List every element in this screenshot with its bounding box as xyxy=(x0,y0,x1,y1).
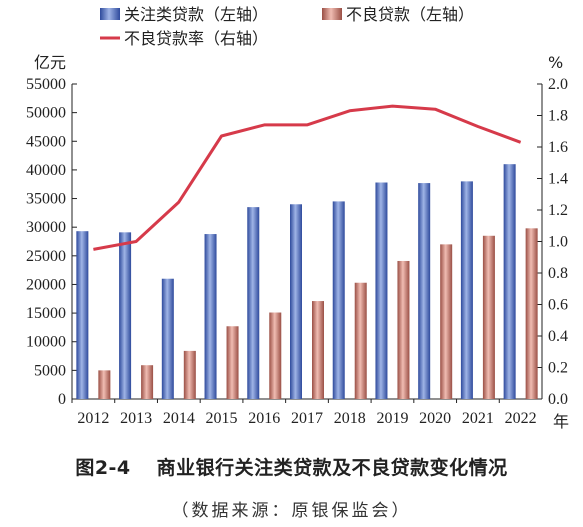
bar-npl-2019 xyxy=(397,260,410,399)
left-tick-label: 35000 xyxy=(26,191,66,208)
left-tick-label: 10000 xyxy=(26,334,66,351)
bar-npl-2022 xyxy=(525,228,538,399)
figure-title: 商业银行关注类贷款及不良贷款变化情况 xyxy=(156,457,508,479)
x-tick-label: 2019 xyxy=(376,410,408,427)
right-axis-ticks: 0.0 0.2 0.4 0.6 0.8 1.0 1.2 1.4 1.6 1.8 2.0 xyxy=(537,76,568,408)
left-tick-label: 5000 xyxy=(34,362,66,379)
legend: 关注类贷款（左轴） 不良贷款（左轴） 不良贷款率（右轴） xyxy=(100,5,474,48)
left-axis-unit: 亿元 xyxy=(34,53,66,72)
bars xyxy=(76,164,538,399)
bar-watch-loans-2019 xyxy=(375,182,388,399)
x-axis-ticks: 2012 2013 2014 2015 2016 2017 2018 2019 2020 2021… xyxy=(71,399,537,427)
left-tick-label: 40000 xyxy=(26,162,66,179)
x-tick-label: 2021 xyxy=(462,410,494,427)
bar-npl-2020 xyxy=(440,244,453,399)
npl-ratio-line xyxy=(93,104,522,251)
legend-swatch-series-1 xyxy=(322,8,342,20)
line-series xyxy=(93,104,522,251)
bar-watch-loans-2021 xyxy=(460,181,473,399)
bar-watch-loans-2017 xyxy=(290,204,302,399)
bar-npl-2012 xyxy=(98,370,111,399)
right-tick-label: 2.0 xyxy=(548,76,568,93)
data-source: （数据来源：原银保监会） xyxy=(171,501,412,521)
right-tick-label: 1.6 xyxy=(548,139,568,156)
bar-watch-loans-2018 xyxy=(332,201,345,399)
x-tick-label: 2018 xyxy=(334,410,366,427)
x-tick-label: 2017 xyxy=(291,410,323,427)
bar-watch-loans-2016 xyxy=(247,207,260,399)
bar-watch-loans-2020 xyxy=(418,183,431,399)
bar-watch-loans-2022 xyxy=(503,164,516,399)
legend-label-series-0: 关注类贷款（左轴） xyxy=(124,5,268,24)
bar-npl-2013 xyxy=(141,365,154,399)
right-tick-label: 1.8 xyxy=(548,108,568,125)
x-axis-unit: 年 xyxy=(553,412,569,431)
x-tick-label: 2012 xyxy=(77,410,109,427)
bar-npl-2018 xyxy=(354,282,367,399)
bar-npl-2015 xyxy=(226,326,239,399)
left-tick-label: 50000 xyxy=(26,105,66,122)
x-tick-label: 2022 xyxy=(505,410,537,427)
bar-watch-loans-2012 xyxy=(76,231,89,399)
right-tick-label: 0.4 xyxy=(548,328,568,345)
left-tick-label: 20000 xyxy=(26,276,66,293)
right-tick-label: 1.4 xyxy=(548,171,568,188)
left-tick-label: 45000 xyxy=(26,133,66,150)
legend-label-series-1: 不良贷款（左轴） xyxy=(346,5,474,24)
bar-watch-loans-2014 xyxy=(161,278,174,399)
figure-number: 图2-4 xyxy=(75,457,131,479)
x-tick-label: 2016 xyxy=(248,410,280,427)
legend-label-series-2: 不良贷款率（右轴） xyxy=(124,29,268,48)
x-tick-label: 2013 xyxy=(120,410,152,427)
left-tick-label: 55000 xyxy=(26,76,66,93)
right-tick-label: 1.2 xyxy=(548,202,568,219)
bar-watch-loans-2013 xyxy=(119,232,132,399)
bar-npl-2017 xyxy=(312,301,324,399)
right-tick-label: 0.6 xyxy=(548,297,568,314)
bar-watch-loans-2015 xyxy=(204,234,217,399)
bar-npl-2016 xyxy=(269,312,282,399)
right-tick-label: 0.0 xyxy=(548,391,568,408)
right-tick-label: 0.2 xyxy=(548,360,568,377)
left-tick-label: 30000 xyxy=(26,219,66,236)
left-tick-label: 15000 xyxy=(26,305,66,322)
bar-npl-2014 xyxy=(183,350,196,399)
x-tick-label: 2020 xyxy=(419,410,451,427)
right-tick-label: 1.0 xyxy=(548,234,568,251)
x-tick-label: 2014 xyxy=(163,410,195,427)
bar-npl-2021 xyxy=(482,235,495,399)
left-tick-label: 25000 xyxy=(26,248,66,265)
left-axis-ticks: 0 5000 10000 15000 20000 25000 30000 35000 40000… xyxy=(26,76,77,408)
legend-swatch-series-0 xyxy=(100,8,120,20)
figure-caption: 图2-4 商业银行关注类贷款及不良贷款变化情况 xyxy=(0,453,583,480)
right-axis-unit: % xyxy=(548,53,563,72)
right-tick-label: 0.8 xyxy=(548,265,568,282)
left-tick-label: 0 xyxy=(58,391,66,408)
x-tick-label: 2015 xyxy=(206,410,238,427)
